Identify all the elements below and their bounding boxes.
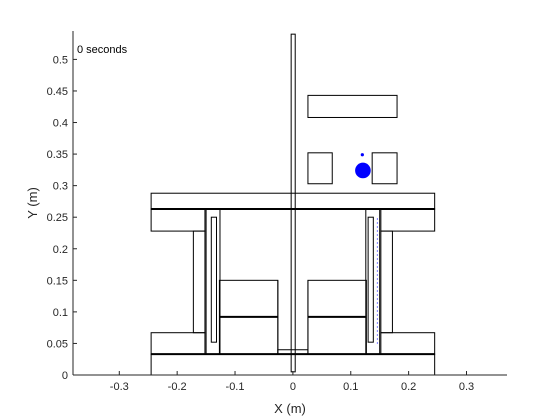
y-tick-label: 0 — [62, 370, 68, 382]
y-tick-label: 0.05 — [47, 338, 68, 350]
x-tick-label: -0.1 — [226, 381, 245, 393]
ball — [355, 162, 371, 179]
y-tick-label: 0.15 — [47, 275, 68, 287]
left-rail — [210, 216, 218, 343]
y-tick-label: 0.1 — [53, 307, 68, 319]
left-pillar — [192, 230, 206, 334]
y-tick-label: 0.25 — [47, 212, 68, 224]
time-annotation: 0 seconds — [77, 44, 128, 56]
y-tick-label: 0.45 — [47, 86, 68, 98]
x-tick-label: 0 — [290, 381, 296, 393]
x-tick-label: 0.1 — [343, 381, 358, 393]
y-tick-label: 0.4 — [53, 118, 68, 130]
y-tick-label: 0.2 — [53, 244, 68, 256]
y-tick-label: 0.3 — [53, 181, 68, 193]
x-tick-label: 0.3 — [459, 381, 474, 393]
x-tick-label: -0.3 — [110, 381, 129, 393]
ball-marker — [360, 153, 364, 157]
y-tick-label: 0.5 — [53, 54, 68, 66]
upper-target — [307, 94, 398, 118]
x-tick-label: -0.2 — [168, 381, 187, 393]
right-target — [371, 152, 398, 185]
plot-area: -0.3 -0.2 -0.1 0 0.1 0.2 0.3 0 0.05 0.1 0.15 0.2 0.2… — [47, 31, 507, 393]
y-axis-label: Y (m) — [25, 187, 40, 219]
right-pillar — [380, 230, 393, 334]
left-target — [307, 152, 333, 185]
right-rail — [367, 216, 374, 343]
x-tick-label: 0.2 — [401, 381, 416, 393]
y-tick-label: 0.35 — [47, 149, 68, 161]
x-axis-label: X (m) — [274, 401, 306, 416]
